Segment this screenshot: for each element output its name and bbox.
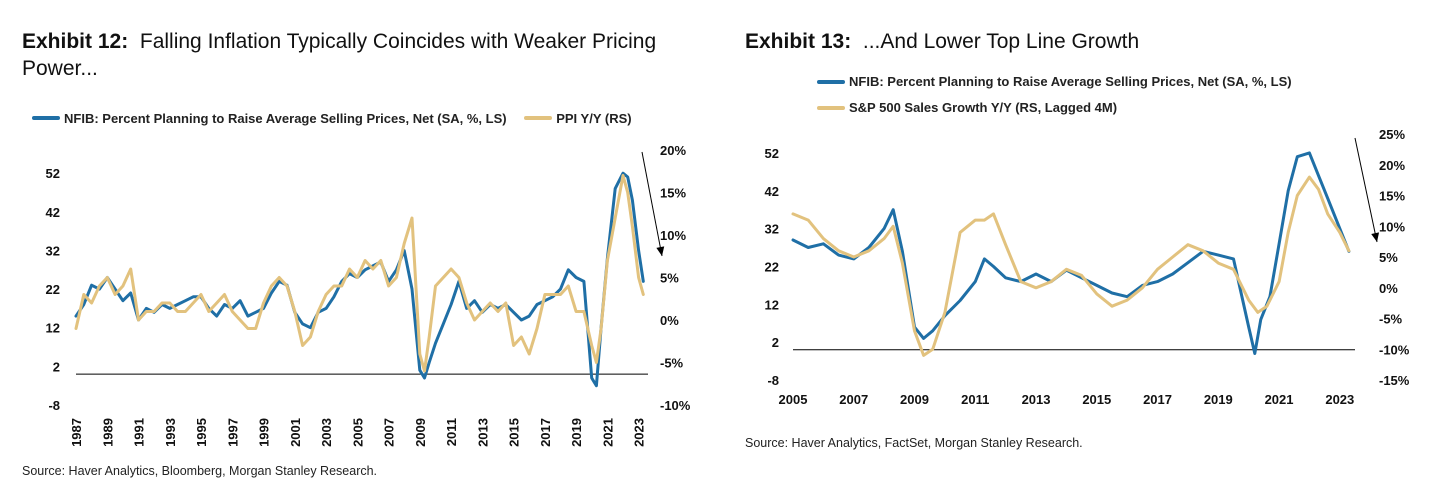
exhibit-13-x-tick: 2015 <box>1082 392 1111 407</box>
legend-item-ppi: PPI Y/Y (RS) <box>524 110 632 126</box>
exhibit-12-x-tick: 1995 <box>194 418 209 447</box>
exhibit-13-chart: 52 42 32 22 12 2 -8 25% 20% 15% 10% 5% 0% -5% -10% -15%… <box>765 127 1410 407</box>
exhibit-12-x-tick: 2019 <box>569 418 584 447</box>
exhibit-13-y-left-tick: 2 <box>772 335 779 350</box>
exhibit-12-x-tick: 2005 <box>350 418 365 447</box>
exhibit-12-title: Exhibit 12: Falling Inflation Typically … <box>22 28 702 82</box>
legend-swatch-sp500 <box>817 106 845 110</box>
exhibit-12-y-left-tick: 52 <box>46 166 60 181</box>
exhibit-13-x-tick: 2019 <box>1204 392 1233 407</box>
exhibit-13-x-tick: 2005 <box>779 392 808 407</box>
exhibit-12-x-tick: 2017 <box>538 418 553 447</box>
exhibit-13-series-nfib-line <box>791 151 1351 355</box>
legend-label-nfib-2: NFIB: Percent Planning to Raise Average … <box>849 74 1292 89</box>
legend-item-nfib-2: NFIB: Percent Planning to Raise Average … <box>817 70 1292 94</box>
exhibit-12-x-tick: 2011 <box>444 418 459 446</box>
exhibit-12-y-right-tick: 10% <box>660 228 686 243</box>
exhibit-12-x-tick: 2023 <box>632 418 647 447</box>
exhibit-13-y-left-tick: 42 <box>765 184 779 199</box>
exhibit-13-x-tick: 2013 <box>1022 392 1051 407</box>
exhibit-12-y-right-tick: -10% <box>660 398 691 413</box>
exhibit-12-x-tick: 2001 <box>288 418 303 447</box>
exhibit-12-series-secondary-line <box>74 174 645 373</box>
exhibit-13-legend: NFIB: Percent Planning to Raise Average … <box>817 68 1306 120</box>
exhibit-12-y-left-tick: 22 <box>46 282 60 297</box>
exhibit-12-y-left-tick: 32 <box>46 243 60 258</box>
exhibit-12-legend: NFIB: Percent Planning to Raise Average … <box>32 108 646 126</box>
exhibit-13-arrow-line <box>1354 137 1378 243</box>
exhibit-12-y-left-tick: 2 <box>53 359 60 374</box>
exhibit-12-x-tick: 1989 <box>100 418 115 447</box>
legend-item-nfib: NFIB: Percent Planning to Raise Average … <box>32 111 507 126</box>
exhibit-13-x-tick: 2021 <box>1265 392 1294 407</box>
exhibit-12-y-left-tick: 42 <box>46 205 60 220</box>
exhibit-12-panel: Exhibit 12: Falling Inflation Typically … <box>22 28 702 478</box>
exhibit-13-label: Exhibit 13: <box>745 30 852 53</box>
exhibit-13-y-right-tick: 10% <box>1379 219 1405 234</box>
exhibit-13-y-left-tick: 12 <box>765 297 779 312</box>
exhibit-13-panel: Exhibit 13: ...And Lower Top Line Growth… <box>725 0 1450 503</box>
exhibit-13-y-right-tick: -5% <box>1379 312 1403 327</box>
exhibit-12-arrow-line <box>641 151 663 257</box>
exhibit-13-y-right-tick: 25% <box>1379 127 1405 142</box>
exhibit-13-source: Source: Haver Analytics, FactSet, Morgan… <box>745 436 1083 450</box>
legend-label-sp500: S&P 500 Sales Growth Y/Y (RS, Lagged 4M) <box>849 100 1118 115</box>
exhibit-12-x-tick: 1991 <box>132 418 147 447</box>
legend-label-ppi: PPI Y/Y (RS) <box>556 110 632 126</box>
exhibit-12-x-tick: 2021 <box>600 418 615 447</box>
exhibit-12-x-tick: 2015 <box>507 418 522 447</box>
exhibit-13-arrow-head <box>1371 232 1380 242</box>
exhibit-13-y-left-tick: -8 <box>767 373 779 388</box>
legend-item-sp500: S&P 500 Sales Growth Y/Y (RS, Lagged 4M) <box>817 96 1117 120</box>
exhibit-13-y-left-tick: 52 <box>765 146 779 161</box>
exhibit-13-series-secondary-line <box>791 175 1351 357</box>
exhibit-12-x-tick: 2009 <box>413 418 428 447</box>
exhibit-12-x-tick: 1997 <box>225 418 240 447</box>
exhibit-13-y-left-tick: 22 <box>765 259 779 274</box>
exhibit-12-series-nfib-line <box>74 171 645 388</box>
exhibit-13-x-tick: 2011 <box>961 392 989 407</box>
exhibit-12-chart: 52 42 32 22 12 2 -8 20% 15% 10% 5% 0% -5% -10% 1987 198… <box>46 143 691 447</box>
exhibit-12-arrow-head <box>656 246 665 256</box>
exhibit-12-title-text: Falling Inflation Typically Coincides wi… <box>22 30 657 80</box>
exhibit-12-x-tick: 2013 <box>475 418 490 447</box>
exhibit-12-label: Exhibit 12: <box>22 30 129 53</box>
exhibit-13-title: Exhibit 13: ...And Lower Top Line Growth <box>745 28 1425 55</box>
exhibit-12-y-right-tick: 15% <box>660 186 686 201</box>
legend-label-nfib: NFIB: Percent Planning to Raise Average … <box>64 110 507 126</box>
exhibit-12-source: Source: Haver Analytics, Bloomberg, Morg… <box>22 464 378 478</box>
exhibit-12-x-tick: 1987 <box>69 418 84 447</box>
exhibit-12-y-right-tick: 0% <box>660 313 679 328</box>
exhibit-13-y-right-tick: 5% <box>1379 250 1398 265</box>
exhibit-13-y-left-tick: 32 <box>765 222 779 237</box>
exhibit-12-y-right-tick: 20% <box>660 143 686 158</box>
exhibit-12-y-left-tick: 12 <box>46 321 60 336</box>
exhibit-12-x-tick: 2007 <box>382 418 397 447</box>
exhibit-12-y-left-tick: -8 <box>48 398 60 413</box>
exhibit-13-x-tick: 2017 <box>1143 392 1172 407</box>
exhibit-13-y-right-tick: 15% <box>1379 189 1405 204</box>
legend-swatch-nfib-2 <box>817 80 845 84</box>
exhibit-13-y-right-tick: -15% <box>1379 373 1410 388</box>
exhibit-13-y-right-tick: -10% <box>1379 342 1410 357</box>
exhibit-12-x-tick: 1999 <box>257 418 272 447</box>
exhibit-13-x-tick: 2023 <box>1325 392 1354 407</box>
exhibit-13-x-tick: 2007 <box>839 392 868 407</box>
exhibit-12-x-tick: 2003 <box>319 418 334 447</box>
exhibit-12-x-tick: 1993 <box>163 418 178 447</box>
exhibit-13-y-right-tick: 20% <box>1379 158 1405 173</box>
legend-swatch-nfib <box>32 116 60 120</box>
exhibit-12-y-right-tick: -5% <box>660 356 684 371</box>
exhibit-13-title-text: ...And Lower Top Line Growth <box>862 30 1140 53</box>
legend-swatch-ppi <box>524 116 553 120</box>
exhibit-13-y-right-tick: 0% <box>1379 281 1398 296</box>
exhibit-12-y-right-tick: 5% <box>660 271 679 286</box>
exhibit-13-x-tick: 2009 <box>900 392 929 407</box>
